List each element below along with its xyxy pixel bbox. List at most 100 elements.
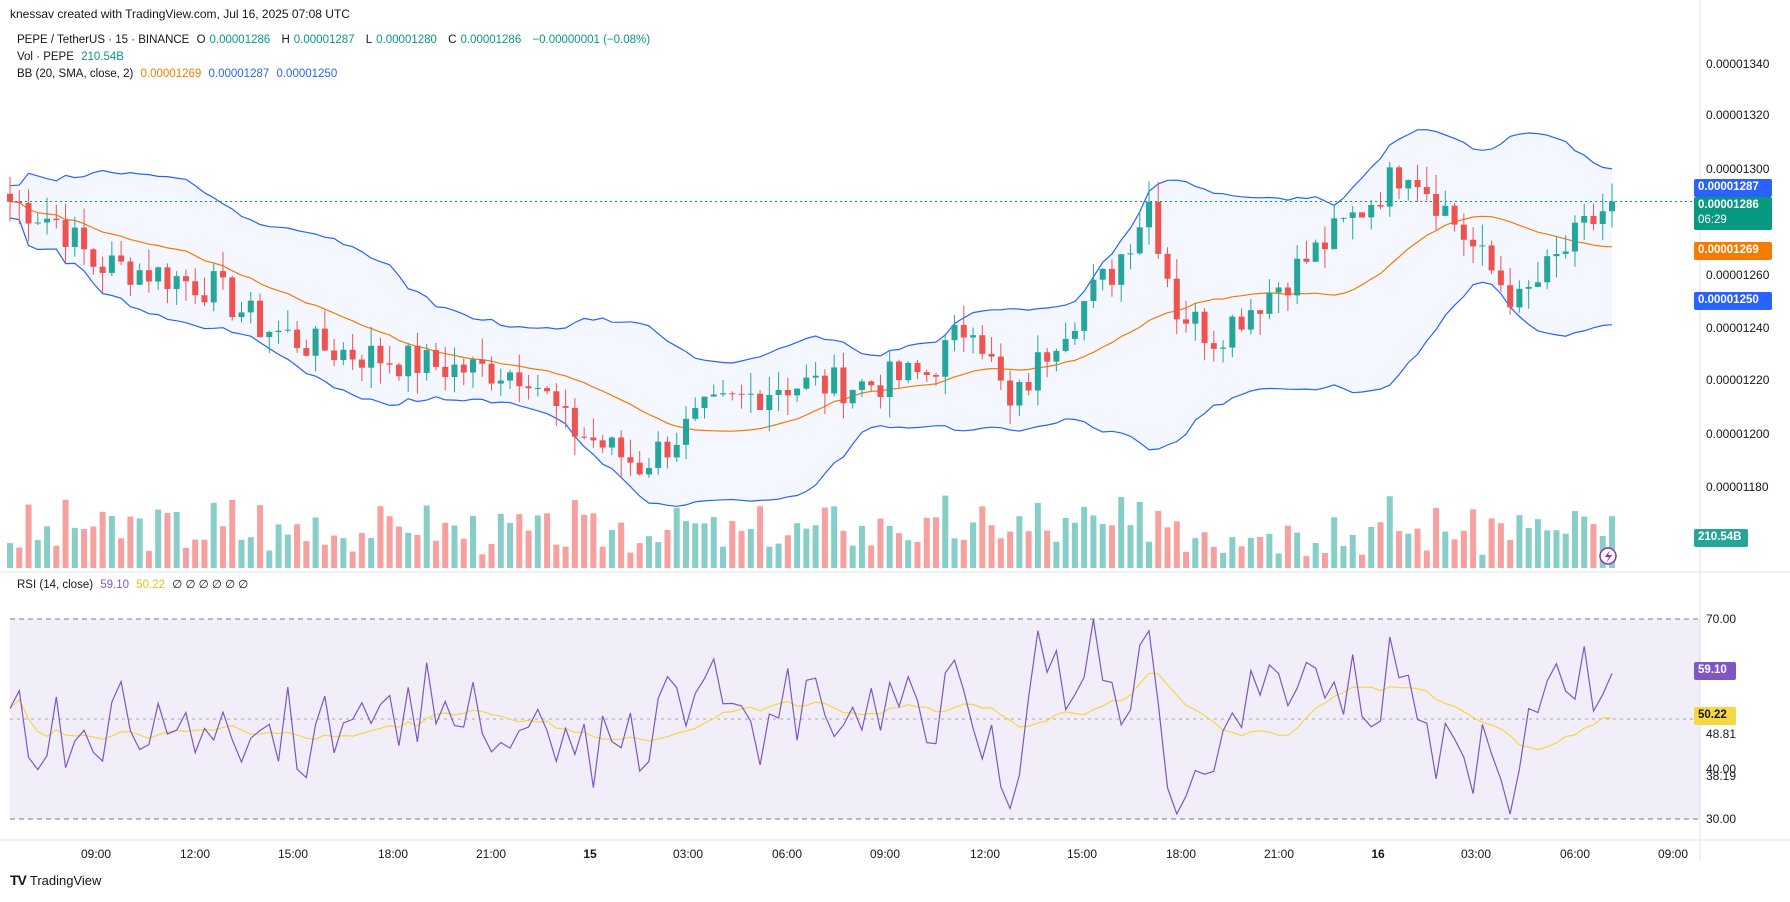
rsi-legend[interactable]: RSI (14, close) 59.10 50.22 ∅ ∅ ∅ ∅ ∅ ∅ <box>17 577 252 591</box>
volume-bar <box>155 509 162 568</box>
time-tick-label: 12:00 <box>180 847 210 861</box>
candle-body <box>173 276 180 290</box>
volume-legend[interactable]: Vol · PEPE 210.54B <box>17 51 128 63</box>
bb-upper-value: 0.00001287 <box>208 68 270 80</box>
volume-bar <box>340 538 347 568</box>
candle-body <box>1599 211 1606 225</box>
time-tick-label: 18:00 <box>378 847 408 861</box>
volume-bar <box>164 512 171 568</box>
candle-body <box>1183 319 1190 324</box>
candle-body <box>1220 347 1227 349</box>
volume-bar <box>1136 501 1143 568</box>
volume-bar <box>710 517 717 568</box>
candle-body <box>321 328 328 351</box>
candle-body <box>507 372 514 381</box>
volume-bar <box>1266 533 1273 568</box>
volume-bar <box>1405 533 1412 568</box>
candle-body <box>16 201 23 203</box>
volume-bar <box>1396 531 1403 568</box>
candle-body <box>349 349 356 360</box>
candle-body <box>673 444 680 458</box>
volume-value: 210.54B <box>81 51 124 63</box>
candle-body <box>1553 254 1560 257</box>
volume-bar <box>127 516 134 568</box>
candle-body <box>997 356 1004 381</box>
candle-body <box>470 359 477 373</box>
price-tick-label: 0.00001200 <box>1706 427 1770 441</box>
candle-body <box>414 345 421 373</box>
volume-bar <box>451 525 458 568</box>
volume-bar <box>951 538 958 568</box>
candle-body <box>1034 352 1041 391</box>
bb-basis-tag: 0.00001269 <box>1694 242 1772 260</box>
candle-body <box>1081 301 1088 331</box>
candle-body <box>1479 245 1486 247</box>
candle-body <box>710 394 717 397</box>
volume-bar <box>1303 556 1310 568</box>
volume-label: Vol · PEPE <box>17 51 74 63</box>
candle-body <box>1423 187 1430 195</box>
candle-body <box>1062 338 1069 351</box>
candle-body <box>451 364 458 378</box>
candle-body <box>1266 292 1273 314</box>
candle-body <box>331 350 338 361</box>
volume-bar <box>81 528 88 568</box>
candle-body <box>868 381 875 386</box>
open-value: 0.00001286 <box>209 34 271 46</box>
time-tick-label: 21:00 <box>476 847 506 861</box>
candle-body <box>1210 343 1217 349</box>
volume-bar <box>1553 530 1560 568</box>
volume-bar <box>257 505 264 568</box>
candle-body <box>1294 258 1301 296</box>
candle-body <box>1275 287 1282 293</box>
volume-bar <box>840 530 847 568</box>
candle-body <box>1571 222 1578 252</box>
volume-bar <box>423 505 430 568</box>
volume-bar <box>7 543 13 568</box>
volume-bar <box>377 506 384 568</box>
price-tick-label: 0.00001300 <box>1706 162 1770 176</box>
tradingview-logo-icon: TV <box>10 872 27 888</box>
price-tick-label: 0.00001340 <box>1706 57 1770 71</box>
candle-body <box>71 227 78 247</box>
volume-bar <box>44 526 51 568</box>
candle-body <box>571 407 578 437</box>
rsi-label-4881: 48.81 <box>1706 727 1736 741</box>
volume-bar <box>997 538 1004 568</box>
volume-bar <box>266 550 273 568</box>
bb-legend[interactable]: BB (20, SMA, close, 2) 0.00001269 0.0000… <box>17 68 341 80</box>
candle-body <box>1257 310 1264 314</box>
bb-lower-value: 0.00001250 <box>276 68 338 80</box>
symbol-legend[interactable]: PEPE / TetherUS · 15 · BINANCE O 0.000012… <box>17 34 651 46</box>
volume-bar <box>1525 527 1532 568</box>
volume-bar <box>692 523 699 568</box>
volume-bar <box>507 522 514 568</box>
candle-body <box>914 362 921 373</box>
candle-body <box>479 359 486 364</box>
volume-bar <box>914 541 921 568</box>
candle-body <box>812 375 819 378</box>
bb-upper-tag: 0.00001287 <box>1694 179 1772 197</box>
candle-body <box>562 406 569 408</box>
tradingview-brand[interactable]: TV TradingView <box>10 872 101 888</box>
candle-body <box>960 324 967 338</box>
candle-body <box>1609 201 1615 212</box>
candle-body <box>581 436 588 438</box>
volume-bar <box>766 546 773 568</box>
candle-body <box>933 375 940 377</box>
time-tick-label: 15 <box>583 847 597 861</box>
time-tick-label: 15:00 <box>1067 847 1097 861</box>
candle-body <box>636 462 643 475</box>
candle-body <box>1145 201 1152 228</box>
volume-bar <box>1460 530 1467 568</box>
candle-body <box>1470 239 1477 247</box>
candle-body <box>877 385 884 398</box>
volume-bar <box>673 507 680 568</box>
candle-body <box>1497 270 1504 286</box>
bb-upper-line <box>9 129 1613 364</box>
time-tick-label: 16 <box>1371 847 1385 861</box>
candle-body <box>1016 382 1023 406</box>
candle-body <box>460 364 467 373</box>
volume-bar <box>784 535 791 568</box>
